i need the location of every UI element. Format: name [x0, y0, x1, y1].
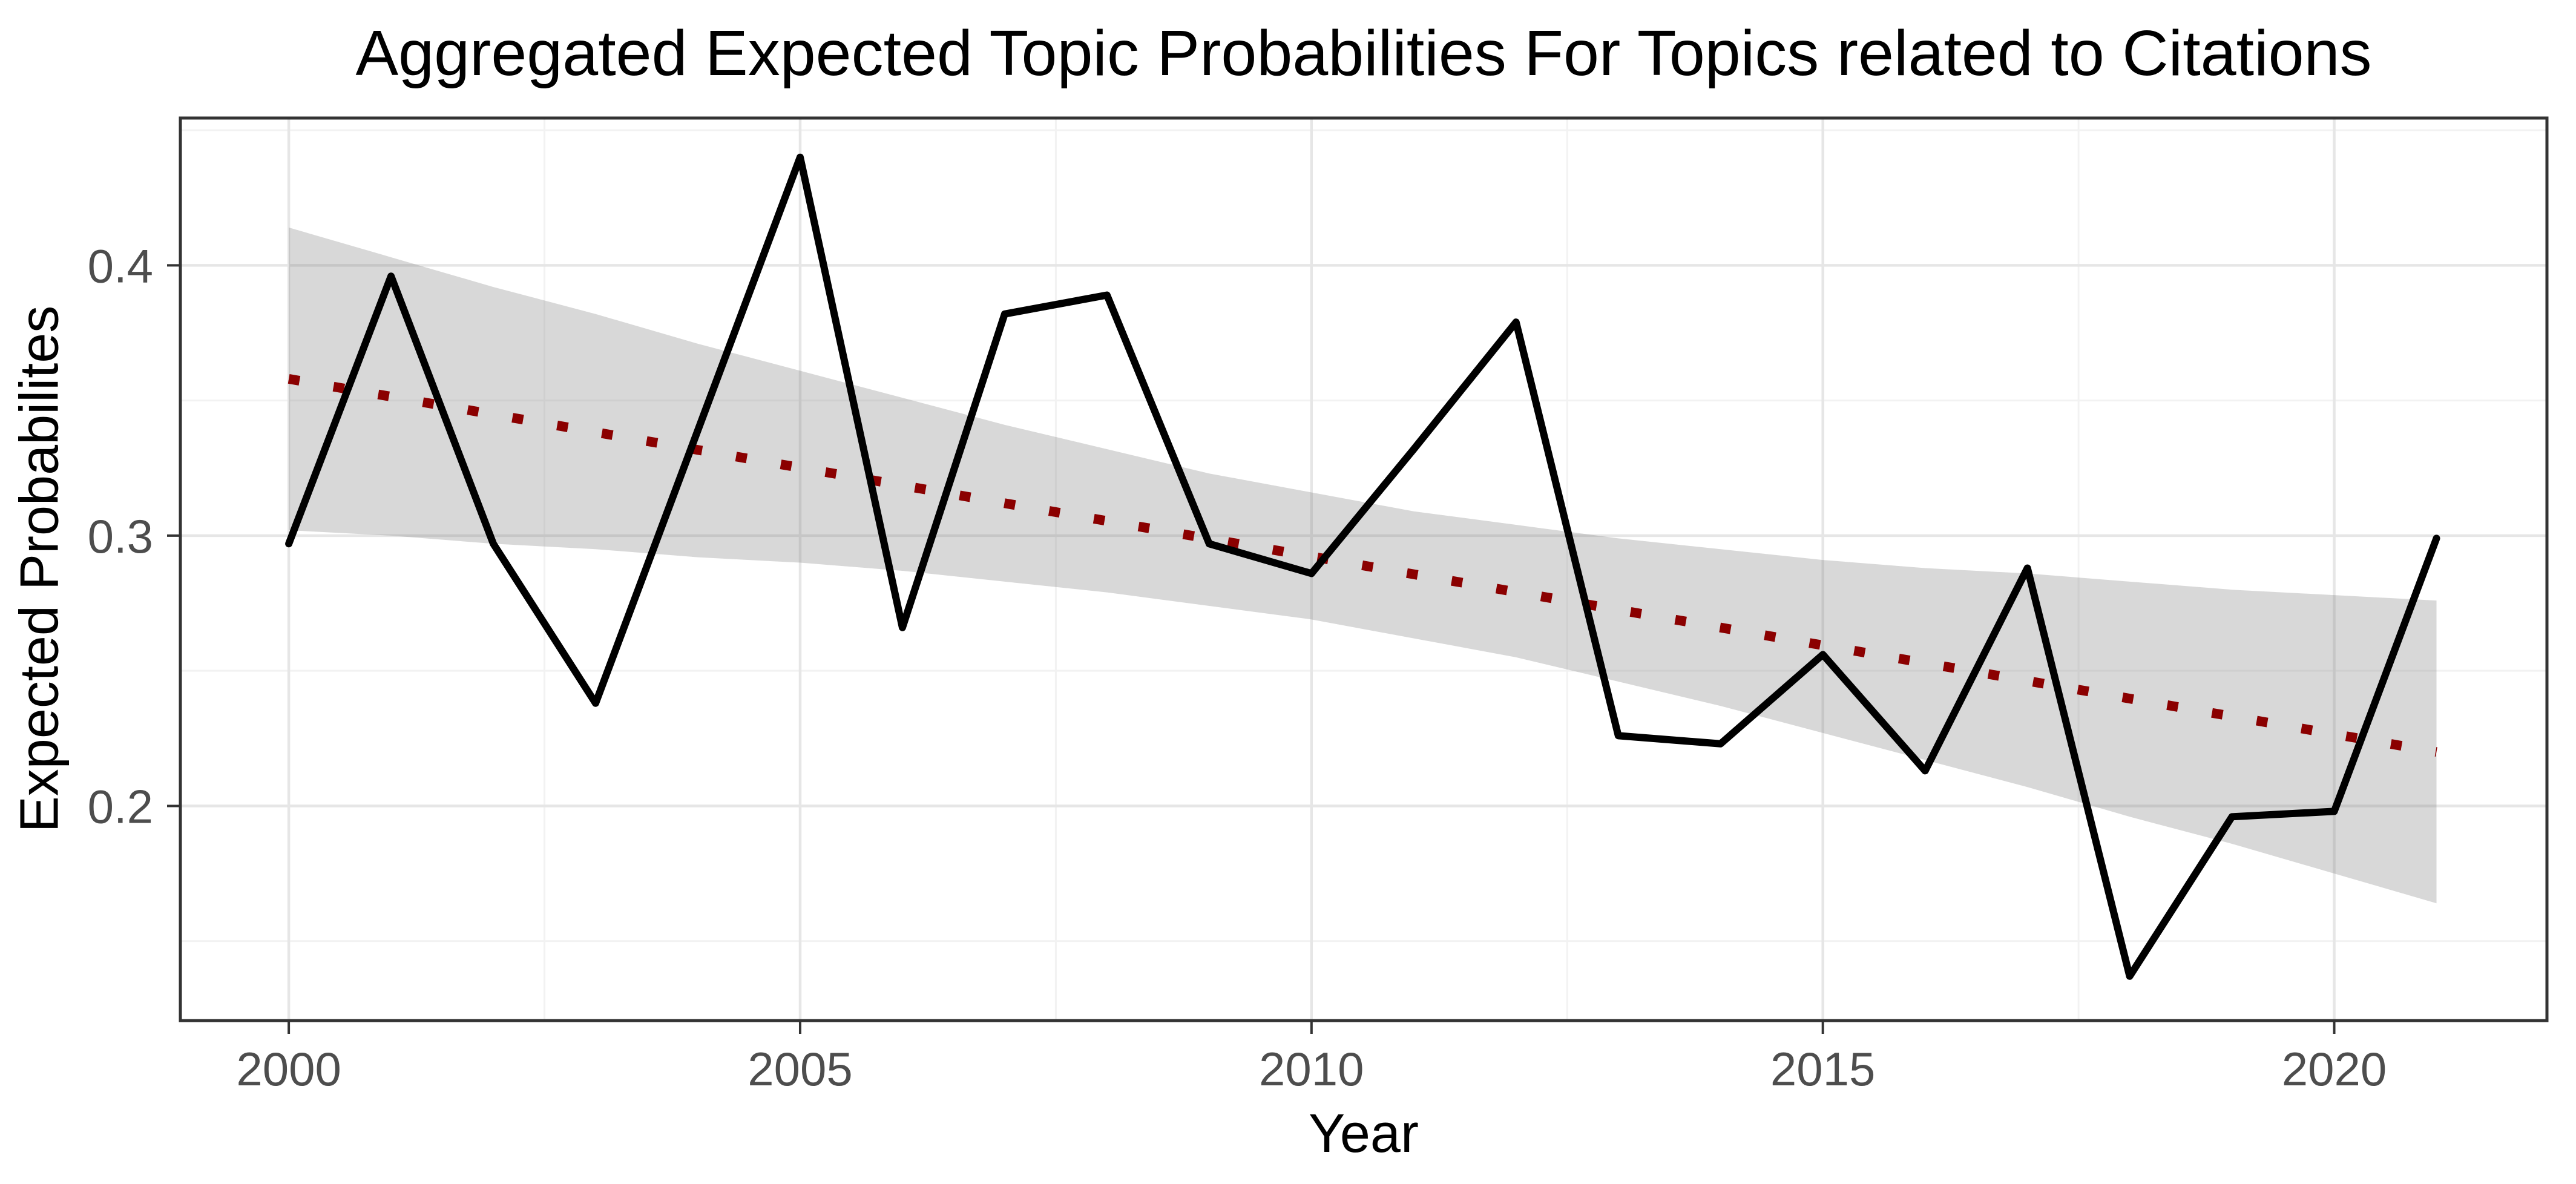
chart-title: Aggregated Expected Topic Probabilities … — [355, 18, 2372, 89]
y-tick-label: 0.3 — [88, 510, 153, 563]
data-line — [285, 153, 2440, 980]
x-axis-title: Year — [1309, 1103, 1419, 1164]
x-tick-label: 2020 — [2282, 1042, 2387, 1096]
trend-line — [288, 374, 2437, 757]
x-tick-label: 2010 — [1259, 1042, 1364, 1096]
x-tick-label: 2005 — [748, 1042, 853, 1096]
y-axis-title: Expected Probabilites — [9, 305, 70, 833]
x-tick-label: 2015 — [1770, 1042, 1876, 1096]
panel-border — [179, 116, 2549, 1022]
y-tick-label: 0.2 — [88, 780, 153, 833]
x-tick-label: 2000 — [236, 1042, 341, 1096]
y-tick-label: 0.4 — [88, 239, 153, 292]
